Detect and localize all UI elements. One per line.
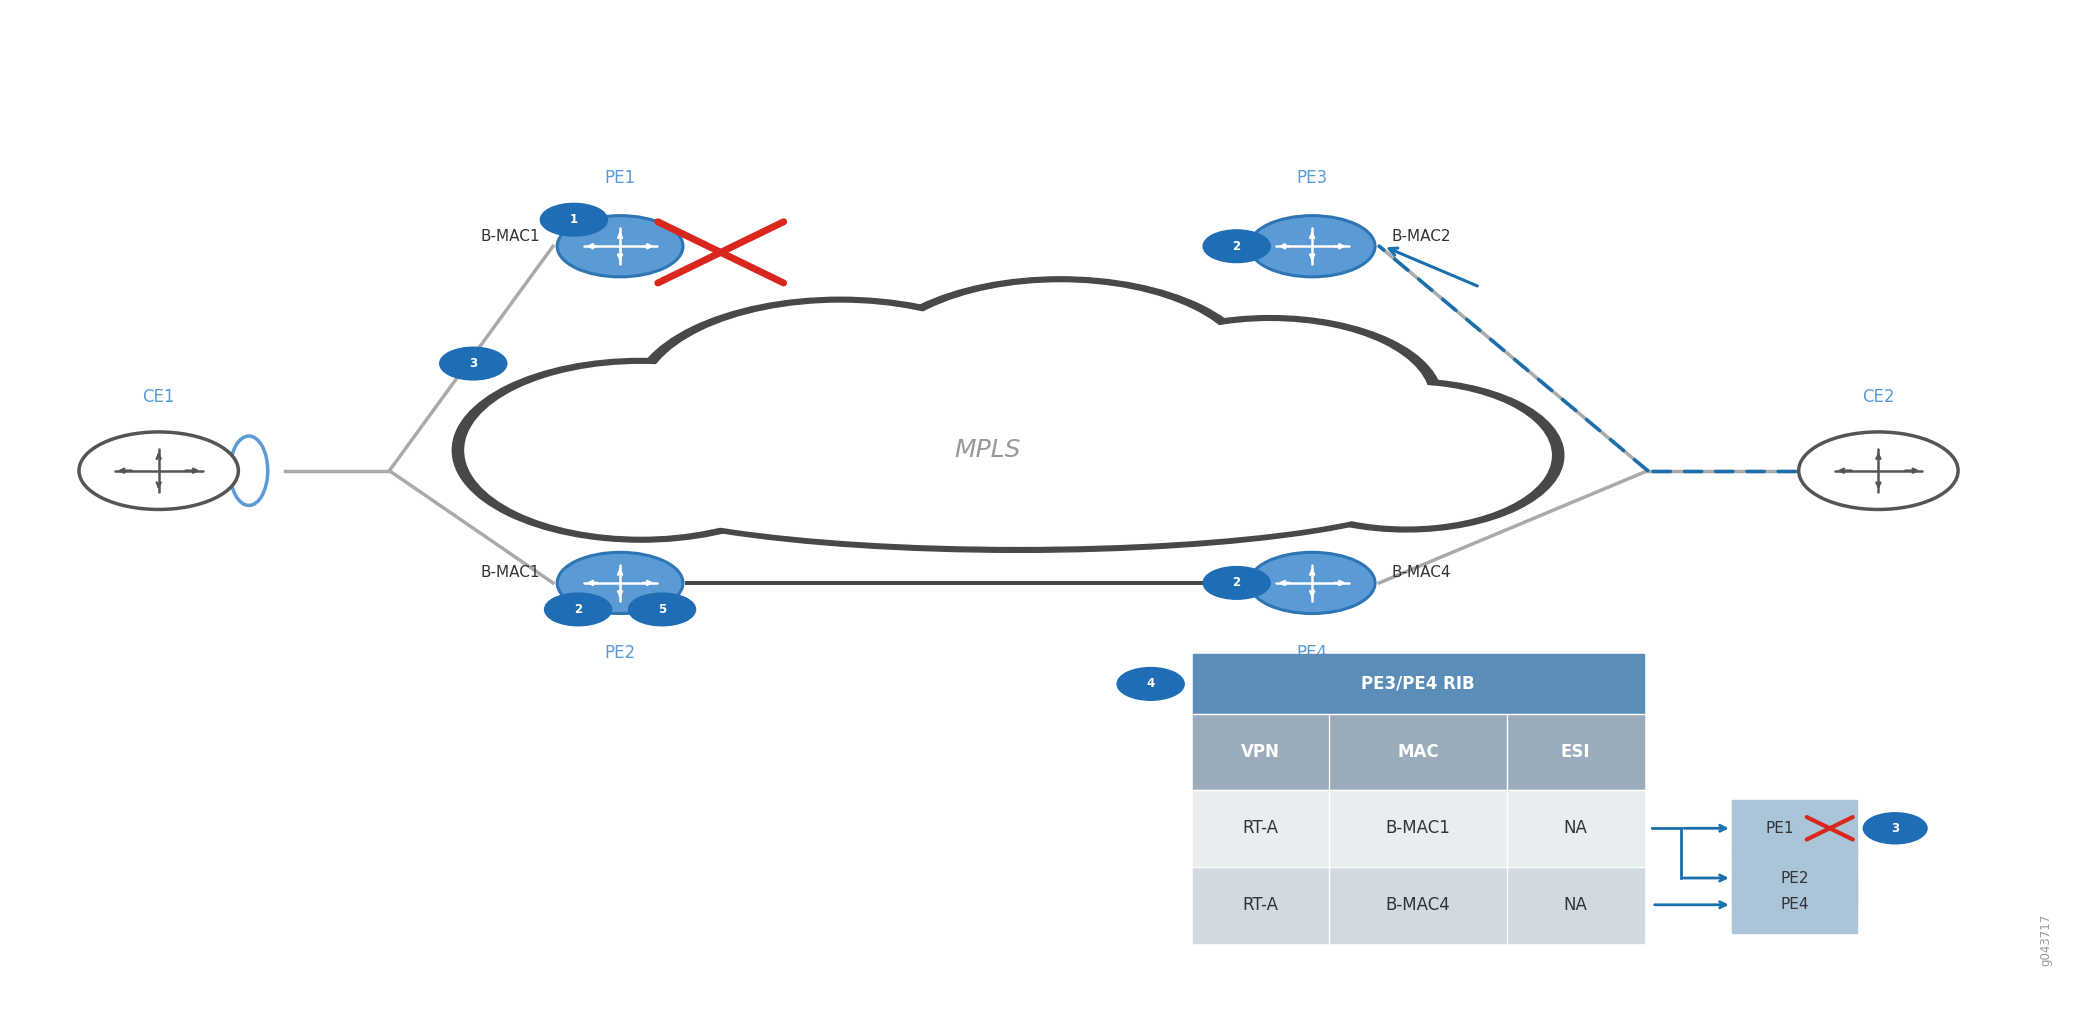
Circle shape bbox=[630, 298, 1050, 501]
Text: 3: 3 bbox=[1892, 821, 1898, 835]
Text: B-MAC1: B-MAC1 bbox=[481, 566, 540, 580]
Text: PE1: PE1 bbox=[1766, 820, 1793, 836]
Text: PE3: PE3 bbox=[1296, 169, 1327, 187]
Circle shape bbox=[452, 358, 830, 542]
Text: NA: NA bbox=[1562, 896, 1588, 914]
Circle shape bbox=[628, 593, 695, 626]
Circle shape bbox=[1203, 230, 1270, 263]
Circle shape bbox=[1111, 322, 1430, 477]
Text: RT-A: RT-A bbox=[1243, 819, 1279, 837]
Circle shape bbox=[1203, 567, 1270, 599]
FancyBboxPatch shape bbox=[1508, 713, 1644, 790]
Circle shape bbox=[439, 347, 506, 380]
Text: g043717: g043717 bbox=[2039, 914, 2052, 966]
FancyBboxPatch shape bbox=[1193, 790, 1329, 866]
Text: B-MAC1: B-MAC1 bbox=[481, 228, 540, 243]
Text: CE2: CE2 bbox=[1863, 389, 1894, 406]
Circle shape bbox=[80, 432, 239, 509]
FancyBboxPatch shape bbox=[1732, 876, 1856, 934]
FancyBboxPatch shape bbox=[1193, 713, 1329, 790]
Circle shape bbox=[861, 277, 1260, 471]
Ellipse shape bbox=[231, 436, 267, 505]
Ellipse shape bbox=[598, 419, 1438, 552]
Text: MPLS: MPLS bbox=[953, 438, 1021, 462]
Circle shape bbox=[556, 216, 682, 277]
Text: RT-A: RT-A bbox=[1243, 896, 1279, 914]
Text: PE2: PE2 bbox=[1781, 871, 1808, 886]
Text: B-MAC2: B-MAC2 bbox=[1392, 228, 1451, 243]
Text: PE1: PE1 bbox=[605, 169, 636, 187]
Text: 3: 3 bbox=[468, 357, 477, 370]
Text: 4: 4 bbox=[1147, 677, 1155, 691]
Circle shape bbox=[1863, 812, 1928, 844]
FancyBboxPatch shape bbox=[1732, 849, 1856, 906]
Text: 5: 5 bbox=[657, 603, 666, 616]
Circle shape bbox=[464, 364, 817, 536]
Circle shape bbox=[1250, 216, 1376, 277]
Text: PE3/PE4 RIB: PE3/PE4 RIB bbox=[1361, 675, 1474, 693]
Text: B-MAC1: B-MAC1 bbox=[1386, 819, 1451, 837]
Text: CE1: CE1 bbox=[143, 389, 174, 406]
Text: MAC: MAC bbox=[1396, 743, 1438, 761]
Text: 2: 2 bbox=[1233, 576, 1241, 589]
Text: PE4: PE4 bbox=[1781, 897, 1808, 913]
Circle shape bbox=[1800, 432, 1957, 509]
FancyBboxPatch shape bbox=[1508, 790, 1644, 866]
Text: VPN: VPN bbox=[1241, 743, 1281, 761]
FancyBboxPatch shape bbox=[1193, 655, 1644, 713]
Text: PE4: PE4 bbox=[1296, 644, 1327, 662]
Circle shape bbox=[1250, 552, 1376, 614]
Circle shape bbox=[544, 593, 611, 626]
FancyBboxPatch shape bbox=[1329, 866, 1508, 943]
Text: PE2: PE2 bbox=[605, 644, 636, 662]
FancyBboxPatch shape bbox=[1193, 866, 1329, 943]
FancyBboxPatch shape bbox=[1329, 790, 1508, 866]
Circle shape bbox=[643, 304, 1037, 495]
Circle shape bbox=[1250, 379, 1564, 532]
Circle shape bbox=[1098, 316, 1443, 483]
Circle shape bbox=[1117, 668, 1184, 700]
Text: B-MAC4: B-MAC4 bbox=[1392, 566, 1451, 580]
Text: B-MAC4: B-MAC4 bbox=[1386, 896, 1451, 914]
Text: NA: NA bbox=[1562, 819, 1588, 837]
Text: 2: 2 bbox=[1233, 239, 1241, 253]
Text: 1: 1 bbox=[569, 213, 578, 226]
Circle shape bbox=[1262, 385, 1552, 526]
FancyBboxPatch shape bbox=[1732, 800, 1856, 857]
Circle shape bbox=[874, 283, 1247, 464]
Circle shape bbox=[540, 204, 607, 236]
Ellipse shape bbox=[611, 426, 1426, 546]
Text: 2: 2 bbox=[573, 603, 582, 616]
Circle shape bbox=[556, 552, 682, 614]
FancyBboxPatch shape bbox=[1508, 866, 1644, 943]
FancyBboxPatch shape bbox=[1329, 713, 1508, 790]
Text: ESI: ESI bbox=[1560, 743, 1590, 761]
